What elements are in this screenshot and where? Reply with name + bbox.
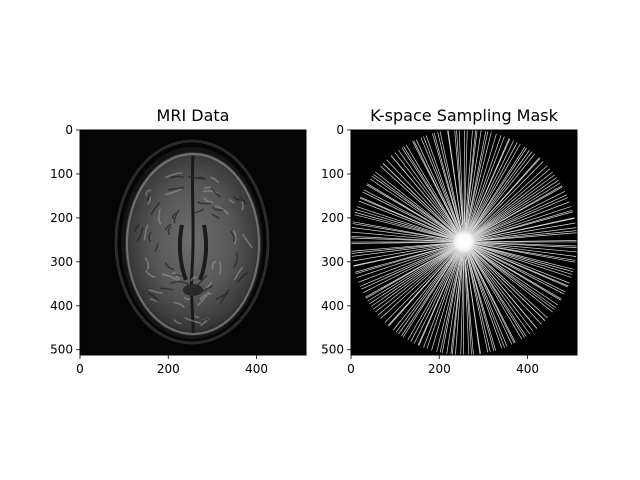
brain-gyrus	[145, 189, 152, 196]
brain-sulcus	[148, 231, 152, 243]
brain-sulcus	[197, 274, 208, 286]
brain-gyrus	[161, 273, 179, 282]
brain-gyrus	[150, 298, 158, 303]
brain-gyrus	[210, 176, 220, 184]
brain-gyrus	[211, 261, 217, 270]
brain-gyrus	[196, 291, 210, 307]
mri-x-axis: 0 200 400	[76, 355, 268, 376]
brain-sulcus	[147, 193, 151, 201]
brain-gyrus	[199, 292, 212, 301]
brain-gyrus	[232, 230, 237, 245]
kspace-y-tick-label: 200	[321, 211, 344, 225]
brain-sulcus	[239, 195, 247, 205]
brain-sulcus	[188, 176, 204, 179]
brain-gyrus	[164, 172, 183, 179]
brain-sulcus	[210, 186, 221, 198]
mri-y-tick-label: 0	[65, 123, 73, 137]
brain-sulcus	[236, 272, 249, 284]
kspace-y-tick-label: 300	[321, 255, 344, 269]
mri-y-tick-label: 500	[50, 343, 73, 357]
brain-gyrus	[241, 201, 244, 211]
mri-y-tick-label: 100	[50, 167, 73, 181]
kspace-panel: K-space Sampling Mask 0 200 400 0 100 200 300…	[321, 106, 578, 376]
kspace-panel-title: K-space Sampling Mask	[370, 106, 559, 125]
brain-sulcus	[150, 202, 161, 215]
brain-sulcus	[230, 230, 235, 242]
kspace-y-axis: 0 100 200 300 400 500	[321, 123, 351, 357]
mri-x-tick-label: 400	[245, 362, 268, 376]
brain-gyrus	[184, 317, 202, 324]
brain-gyrus	[219, 261, 222, 276]
brain-gyrus	[183, 296, 191, 301]
brain-sulcus	[173, 209, 180, 224]
brain-sulcus	[134, 224, 140, 232]
brain-sulcus	[233, 252, 238, 269]
brain-gyrus	[228, 198, 235, 204]
brain-sulcus	[211, 206, 224, 211]
brain-sulcus	[159, 287, 173, 291]
mri-x-tick-label: 0	[76, 362, 84, 376]
brain-sulcus	[171, 212, 177, 220]
brain-gyrus	[143, 224, 149, 241]
kspace-x-axis: 0 200 400	[347, 355, 539, 376]
brain-gyrus	[144, 257, 150, 270]
brain-sulcus	[167, 186, 185, 191]
kspace-x-tick-label: 200	[428, 362, 451, 376]
mri-panel-title: MRI Data	[157, 106, 230, 125]
brain-gyrus	[190, 276, 197, 282]
brain-sulcus	[147, 292, 159, 301]
mri-panel: MRI Data 0 200 400 0 100 200 300 400 500	[50, 106, 307, 376]
brain-sulcus	[219, 288, 230, 305]
brain-gyrus	[215, 205, 229, 215]
brain-sulcus	[211, 213, 220, 220]
brain-sulcus	[136, 226, 144, 242]
brain-gyrus	[233, 266, 244, 281]
kspace-y-tick-label: 500	[321, 343, 344, 357]
brain-sulcus	[197, 201, 212, 205]
brain-sulcus	[164, 223, 172, 231]
brain-sulcus	[154, 243, 159, 252]
mri-image	[80, 130, 306, 355]
kspace-y-tick-label: 100	[321, 167, 344, 181]
brain-sulcus	[194, 208, 205, 214]
kspace-y-tick-label: 400	[321, 299, 344, 313]
brain-sulcus	[173, 273, 184, 278]
kspace-x-tick-label: 400	[516, 362, 539, 376]
brain-sulcus	[164, 262, 174, 270]
brain-gyrus	[158, 208, 162, 225]
brain-sulcus	[233, 195, 244, 201]
brain-gyrus	[145, 269, 156, 278]
brain-sulcus	[197, 317, 210, 322]
brain-gyrus	[206, 281, 213, 289]
brain-gyrus	[241, 233, 253, 249]
mri-y-axis: 0 100 200 300 400 500	[50, 123, 80, 357]
brain-sulcus	[170, 280, 184, 285]
brain-sulcus	[170, 175, 184, 179]
kspace-y-tick-label: 0	[336, 123, 344, 137]
mri-y-tick-label: 300	[50, 255, 73, 269]
brain-gyrus	[164, 187, 182, 196]
mri-x-tick-label: 200	[157, 362, 180, 376]
kspace-image	[351, 130, 577, 355]
brain-gyrus	[203, 197, 213, 204]
mri-y-tick-label: 400	[50, 299, 73, 313]
brain-gyrus	[173, 301, 186, 309]
brain-sulcus	[167, 226, 172, 236]
kspace-x-tick-label: 0	[347, 362, 355, 376]
mri-y-tick-label: 200	[50, 211, 73, 225]
brain-gyrus	[148, 289, 163, 294]
brain-gyrus	[173, 318, 182, 325]
